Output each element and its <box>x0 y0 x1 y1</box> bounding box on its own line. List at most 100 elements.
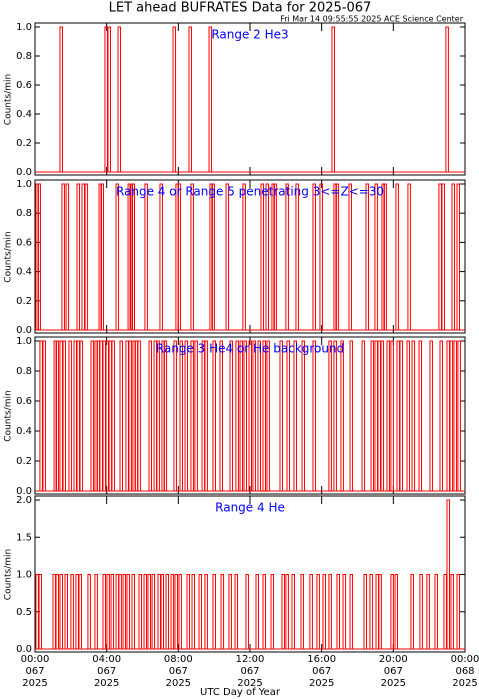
spike <box>39 340 43 492</box>
spike <box>73 340 77 492</box>
y-axis-label: Counts/min <box>4 74 14 125</box>
spike <box>219 340 223 492</box>
spike <box>220 574 225 650</box>
y-tick-label: 0.6 <box>16 80 32 91</box>
spike <box>322 574 326 650</box>
spike <box>157 574 161 650</box>
spike <box>209 183 213 331</box>
y-tick-label: 0.0 <box>16 486 32 497</box>
spike <box>441 183 445 331</box>
spike <box>228 574 232 650</box>
spike <box>212 574 216 650</box>
x-tick-label: 08:00 <box>164 654 193 665</box>
spike <box>390 574 394 650</box>
spike <box>122 574 127 650</box>
spike <box>457 340 461 492</box>
spike <box>153 340 158 492</box>
spike <box>335 183 339 331</box>
spike <box>204 574 208 650</box>
spike <box>188 26 192 173</box>
spike <box>328 340 332 492</box>
spike <box>396 340 400 492</box>
spike <box>319 183 323 331</box>
spike <box>394 574 399 650</box>
spike <box>450 574 454 650</box>
spike <box>79 340 84 492</box>
spike <box>115 574 120 650</box>
spike <box>184 340 189 492</box>
spike <box>52 574 56 650</box>
spike <box>94 574 98 650</box>
spike <box>179 340 184 492</box>
spike <box>87 574 91 650</box>
spike <box>456 574 461 650</box>
spike <box>59 340 63 492</box>
spike <box>75 574 79 650</box>
spike <box>312 183 316 331</box>
spike <box>451 183 455 331</box>
x-tick-label: 2025 <box>381 678 406 689</box>
spike <box>235 340 239 492</box>
spike <box>102 574 106 650</box>
spike <box>118 574 122 650</box>
spike <box>252 340 256 492</box>
spike <box>316 574 320 650</box>
chart-title: LET ahead BUFRATES Data for 2025-067 <box>109 1 372 16</box>
x-tick-label: 00:00 <box>21 654 50 665</box>
spike <box>255 574 259 650</box>
spike <box>42 340 46 492</box>
y-axis-label: Counts/min <box>4 390 14 441</box>
panel-annotation: Range 4 He <box>215 501 285 515</box>
spike <box>273 183 277 331</box>
panel-annotation: Range 2 He3 <box>211 28 288 42</box>
spike <box>198 574 203 650</box>
spike <box>381 183 385 331</box>
spike <box>68 340 72 492</box>
spike <box>349 574 354 650</box>
spike <box>190 340 194 492</box>
spike <box>380 340 385 492</box>
spike <box>301 340 306 492</box>
y-tick-label: 0.8 <box>16 366 32 377</box>
spike <box>361 340 366 492</box>
spike <box>55 340 60 492</box>
spike <box>70 574 74 650</box>
y-tick-label: 0.5 <box>16 607 32 618</box>
spike <box>201 340 206 492</box>
y-tick-label: 0.2 <box>16 296 32 307</box>
spike <box>148 340 153 492</box>
x-tick-label: 00:00 <box>451 654 479 665</box>
spike <box>53 340 58 492</box>
spike <box>281 574 285 650</box>
spike <box>333 340 337 492</box>
spike <box>163 340 168 492</box>
spike <box>375 574 380 650</box>
spike <box>137 340 141 492</box>
spike <box>204 340 208 492</box>
y-tick-label: 0.0 <box>16 325 32 336</box>
spike <box>129 183 134 331</box>
spike <box>211 183 215 331</box>
spike <box>348 183 352 331</box>
spike <box>411 340 416 492</box>
spike <box>147 574 151 650</box>
spike <box>445 26 449 173</box>
spike <box>229 340 234 492</box>
spike <box>143 574 148 650</box>
spike <box>395 183 399 331</box>
spike <box>127 183 132 331</box>
spike <box>156 340 160 492</box>
spike <box>102 340 106 492</box>
spike <box>131 183 136 331</box>
spike <box>76 183 80 331</box>
spike <box>374 183 378 331</box>
spike <box>245 574 249 650</box>
y-tick-label: 0.6 <box>16 237 32 248</box>
y-tick-label: 1.0 <box>16 179 32 190</box>
spike <box>174 574 179 650</box>
spike <box>62 340 67 492</box>
x-tick-label: 067 <box>97 666 116 677</box>
spike <box>128 340 132 492</box>
spike <box>446 340 450 492</box>
spike <box>194 340 198 492</box>
